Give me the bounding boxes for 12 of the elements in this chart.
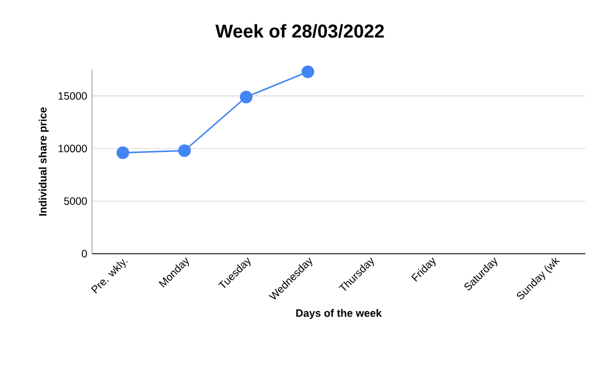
x-tick-label: Pre. wkly. (91, 258, 128, 294)
y-tick-label: 0 (82, 250, 87, 258)
point (240, 90, 252, 104)
x-axis-title: Days of the week (296, 309, 382, 319)
y-tick-label: 15000 (58, 92, 87, 100)
y-tick-label: 10000 (58, 144, 87, 152)
point (116, 146, 130, 160)
y-tick-label: 5000 (64, 197, 87, 205)
y-axis-title: Individual share price (38, 107, 49, 216)
chart-title: Week of 28/03/2022 (215, 24, 384, 38)
point (178, 144, 191, 157)
point (302, 65, 314, 78)
